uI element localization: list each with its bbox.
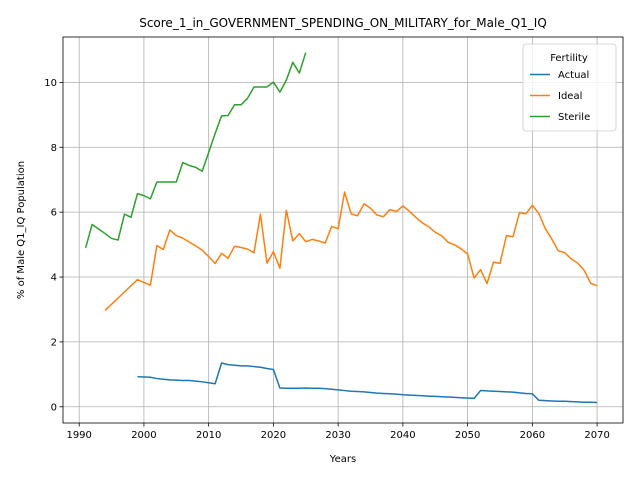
y-tick-label: 6 [51,208,57,219]
x-tick-label: 2060 [520,430,545,441]
y-tick-label: 2 [51,337,57,348]
legend-item-sterile: Sterile [530,112,590,123]
x-tick-label: 2030 [325,430,350,441]
x-tick-label: 1990 [66,430,91,441]
series-line-ideal [104,191,598,311]
y-tick-label: 8 [51,143,57,154]
gridlines [63,37,623,423]
series-line-sterile [84,52,307,249]
x-tick-label: 2070 [584,430,609,441]
y-tick-label: 4 [51,273,57,284]
x-tick-label: 2040 [390,430,415,441]
x-tick-label: 2000 [131,430,156,441]
plot-frame [62,36,624,424]
series-line-actual [137,362,598,404]
y-axis-title: % of Male Q1_IQ Population [16,161,27,299]
legend-label-ideal: Ideal [558,91,582,102]
x-axis-title: Years [329,454,356,465]
x-tick-label: 2020 [261,430,286,441]
y-tick-label: 0 [51,402,57,413]
legend-box [522,43,617,132]
legend: Fertility Actual Ideal Sterile [522,43,617,132]
x-tick-label: 2010 [196,430,221,441]
legend-title: Fertility [550,53,588,64]
legend-item-ideal: Ideal [530,91,582,102]
legend-label-actual: Actual [558,70,589,81]
y-tick-label: 10 [44,78,57,89]
legend-label-sterile: Sterile [558,112,590,123]
x-tick-label: 2050 [455,430,480,441]
axis-ticks: 1990 2000 2010 2020 2030 2040 2050 2060 2070 0 2 4 6… [44,78,610,441]
chart-title: Score_1_in_GOVERNMENT_SPENDING_ON_MILITA… [139,16,547,30]
series-lines [84,52,598,404]
legend-item-actual: Actual [530,70,589,81]
